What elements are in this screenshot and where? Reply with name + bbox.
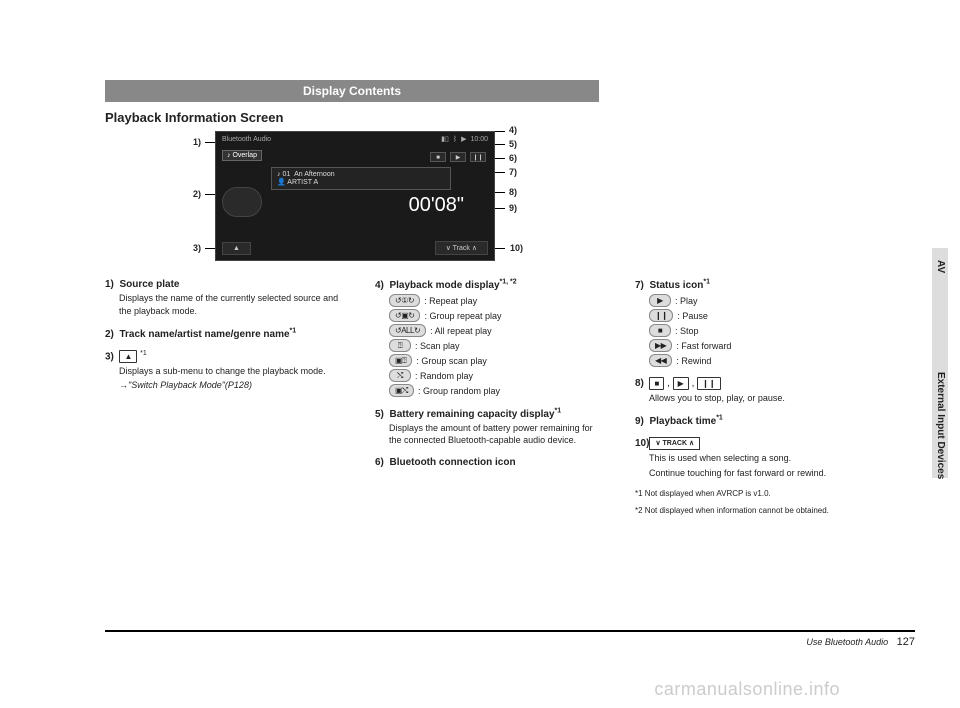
screen-overlap: ♪ Overlap bbox=[222, 150, 262, 161]
track-selector-icon: ∨ TRACK ∧ bbox=[649, 437, 700, 450]
submenu-icon: ▲ bbox=[119, 350, 137, 363]
screen-track-box: ♪ 01 An Afternoon 👤 ARTIST A bbox=[271, 167, 451, 190]
screen-play: ▶ bbox=[450, 152, 466, 162]
playback-mode-row: ▣⤭ : Group random play bbox=[389, 384, 605, 397]
screen-submenu: ▲ bbox=[222, 242, 251, 255]
status-row: ■ : Stop bbox=[649, 324, 865, 337]
screen-pause: ❙❙ bbox=[470, 152, 486, 162]
screen-stop: ■ bbox=[430, 152, 446, 162]
column-left: 1) Source plate Displays the name of the… bbox=[105, 273, 345, 516]
mode-label: : All repeat play bbox=[430, 326, 492, 336]
status-label: : Rewind bbox=[676, 356, 711, 366]
page-number: 127 bbox=[897, 636, 915, 648]
mode-icon: ↺ALL↻ bbox=[389, 324, 426, 337]
mode-icon: ▣⍰ bbox=[389, 354, 412, 367]
callout-5: 5) bbox=[509, 139, 517, 149]
mode-icon: ⍰ bbox=[389, 339, 411, 352]
pause-icon: ❙❙ bbox=[697, 377, 720, 390]
playback-mode-row: ▣⍰ : Group scan play bbox=[389, 354, 605, 367]
footnote-2: *2 Not displayed when information cannot… bbox=[635, 506, 865, 516]
column-right: 7) Status icon*1 ▶: Play❙❙: Pause■: Stop… bbox=[635, 273, 865, 516]
callout-3: 3) bbox=[193, 243, 201, 253]
screen-wrap: 1) 2) 3) 4) 5) 6) 7) 8) 9) 10) Bluetooth… bbox=[215, 131, 495, 261]
stop-icon: ■ bbox=[649, 377, 664, 390]
status-icon: ■ bbox=[649, 324, 671, 337]
status-icon: ▶▶ bbox=[649, 339, 672, 352]
callout-9: 9) bbox=[509, 203, 517, 213]
playback-mode-row: ↺①↻ : Repeat play bbox=[389, 294, 605, 307]
section-title: Playback Information Screen bbox=[105, 110, 915, 125]
mode-label: : Random play bbox=[415, 371, 473, 381]
status-label: : Play bbox=[675, 296, 698, 306]
callout-2: 2) bbox=[193, 189, 201, 199]
playback-mode-row: ⤭ : Random play bbox=[389, 369, 605, 382]
mode-icon: ⤭ bbox=[389, 369, 411, 382]
status-row: ❙❙ : Pause bbox=[649, 309, 865, 322]
playback-mode-row: ↺▣↻ : Group repeat play bbox=[389, 309, 605, 322]
playback-screen: Bluetooth Audio ▮▯ ᛒ ▶ 10:00 ♪ Overlap ■… bbox=[215, 131, 495, 261]
callout-1: 1) bbox=[193, 137, 201, 147]
callout-8: 8) bbox=[509, 187, 517, 197]
header-bar: Display Contents bbox=[105, 80, 599, 102]
status-row: ▶▶ : Fast forward bbox=[649, 339, 865, 352]
status-label: : Pause bbox=[677, 311, 708, 321]
footnote-1: *1 Not displayed when AVRCP is v1.0. bbox=[635, 489, 865, 499]
mode-label: : Group random play bbox=[418, 386, 500, 396]
status-icon: ▶ bbox=[649, 294, 671, 307]
callout-7: 7) bbox=[509, 167, 517, 177]
callout-4: 4) bbox=[509, 125, 517, 135]
column-middle: 4) Playback mode display*1, *2 ↺①↻: Repe… bbox=[375, 273, 605, 516]
watermark: carmanualsonline.info bbox=[654, 679, 840, 700]
status-label: : Fast forward bbox=[676, 341, 731, 351]
playback-mode-row: ⍰ : Scan play bbox=[389, 339, 605, 352]
mode-label: : Group repeat play bbox=[424, 311, 501, 321]
footer-label: Use Bluetooth Audio bbox=[806, 637, 888, 647]
playback-mode-row: ↺ALL↻ : All repeat play bbox=[389, 324, 605, 337]
status-icon: ◀◀ bbox=[649, 354, 672, 367]
status-row: ▶ : Play bbox=[649, 294, 865, 307]
bt-icon: ᛒ bbox=[453, 136, 457, 143]
callout-6: 6) bbox=[509, 153, 517, 163]
screen-clock: 10:00 bbox=[470, 136, 488, 143]
callout-10: 10) bbox=[510, 243, 523, 253]
status-play-icon: ▶ bbox=[461, 135, 466, 143]
footer: Use Bluetooth Audio 127 bbox=[105, 630, 915, 648]
screen-left-dial bbox=[222, 187, 262, 217]
status-label: : Stop bbox=[675, 326, 699, 336]
mode-icon: ↺①↻ bbox=[389, 294, 420, 307]
side-label-av: AV bbox=[935, 260, 946, 273]
play-icon: ▶ bbox=[673, 377, 689, 390]
mode-label: : Repeat play bbox=[424, 296, 477, 306]
mode-icon: ▣⤭ bbox=[389, 384, 414, 397]
screen-time: 00'08" bbox=[409, 194, 464, 217]
page-content: Display Contents Playback Information Sc… bbox=[105, 80, 915, 516]
mode-label: : Group scan play bbox=[416, 356, 487, 366]
status-row: ◀◀ : Rewind bbox=[649, 354, 865, 367]
mode-label: : Scan play bbox=[415, 341, 460, 351]
mode-icon: ↺▣↻ bbox=[389, 309, 420, 322]
screen-source: Bluetooth Audio bbox=[222, 136, 271, 143]
side-label-external: External Input Devices bbox=[935, 372, 946, 479]
status-icon: ❙❙ bbox=[649, 309, 673, 322]
battery-icon: ▮▯ bbox=[441, 135, 449, 143]
screen-track-selector: ∨ Track ∧ bbox=[435, 241, 488, 255]
